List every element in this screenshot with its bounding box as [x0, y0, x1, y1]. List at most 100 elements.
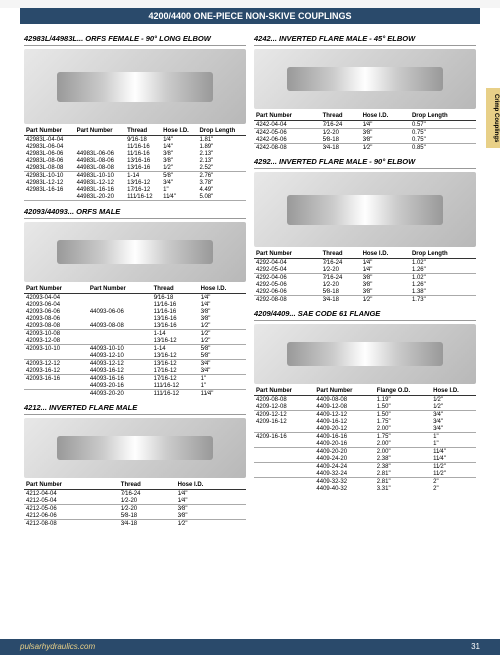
table-row: 42983L-12-1244983L-12-1213⁄16-123⁄4"3.78… [24, 179, 246, 186]
table-cell: 13⁄16-12 [152, 360, 199, 368]
table-row: 4292-05-041⁄2-201⁄4"1.26" [254, 266, 476, 274]
section: 42983L/44983L... ORFS FEMALE - 90° LONG … [24, 32, 246, 201]
table-cell: 1-14 [152, 345, 199, 353]
section: 4209/4409... SAE CODE 61 FLANGEPart Numb… [254, 307, 476, 492]
table-cell: 1⁄4" [199, 301, 246, 308]
table-cell: 1⁄4" [176, 490, 246, 498]
table-cell [254, 440, 314, 448]
table-cell: 111⁄16-12 [152, 390, 199, 398]
table-cell: 17⁄16-12 [152, 367, 199, 375]
table-cell: 42093-06-04 [24, 301, 88, 308]
table-row: 4212-08-083⁄4-181⁄2" [24, 520, 246, 528]
table-cell: 2.13" [197, 157, 246, 164]
table-cell: 7⁄16-24 [321, 259, 361, 267]
table-row: 4212-05-061⁄2-203⁄8" [24, 505, 246, 513]
table-cell: 2.13" [197, 150, 246, 157]
table-row: 4242-04-047⁄16-241⁄4"0.57" [254, 121, 476, 129]
table-cell: 2.38" [375, 455, 431, 463]
table-cell: 44093-16-12 [88, 367, 152, 375]
table-row: 4212-05-041⁄2-201⁄4" [24, 497, 246, 505]
table-cell: 0.75" [410, 136, 476, 144]
table-cell: 3⁄4" [199, 367, 246, 375]
table-cell: 3⁄8" [199, 315, 246, 322]
table-cell: 11⁄4" [431, 448, 476, 456]
table-row: 4209-12-084409-12-081.50"1⁄2" [254, 403, 476, 411]
footer-page-number: 31 [471, 642, 480, 652]
table-header: Thread [152, 285, 199, 294]
table-cell: 1" [199, 375, 246, 383]
table-cell: 1⁄2" [199, 330, 246, 338]
table-cell: 44983L-06-06 [75, 150, 126, 157]
table-cell: 4409-20-12 [314, 425, 374, 433]
table-cell: 2.81" [375, 478, 431, 486]
table-cell: 3⁄4-18 [321, 144, 361, 152]
table-cell [254, 463, 314, 471]
table-header: Part Number [24, 127, 75, 136]
table-header: Hose I.D. [161, 127, 197, 136]
table-header: Part Number [24, 285, 88, 294]
table-cell: 4212-08-08 [24, 520, 119, 528]
table-cell: 4209-12-12 [254, 411, 314, 419]
table-cell: 4292-05-04 [254, 266, 321, 274]
table-row: 42093-08-0613⁄16-163⁄8" [24, 315, 246, 322]
table-cell: 11⁄16-16 [152, 308, 199, 315]
table-cell: 2.52" [197, 164, 246, 172]
table-cell: 3⁄8" [161, 157, 197, 164]
product-image [24, 222, 246, 282]
page-header: 4200/4400 ONE-PIECE NON-SKIVE COUPLINGS [20, 8, 480, 24]
table-cell: 11⁄16-16 [125, 150, 161, 157]
table-cell: 3⁄4-18 [119, 520, 176, 528]
section: 4292... INVERTED FLARE MALE - 90° ELBOWP… [254, 155, 476, 303]
page-footer: pulsarhydraulics.com 31 [0, 639, 500, 655]
table-cell: 13⁄16-16 [125, 157, 161, 164]
table-row: 4212-06-065⁄8-183⁄8" [24, 512, 246, 520]
table-cell: 3⁄8" [176, 512, 246, 520]
table-cell: 4409-08-08 [314, 396, 374, 404]
table-cell [88, 337, 152, 345]
table-row: 4409-32-322.81"2" [254, 478, 476, 486]
table-cell [75, 143, 126, 150]
section-title: 42093/44093... ORFS MALE [24, 205, 246, 219]
table-cell: 44983L-10-10 [75, 172, 126, 180]
table-cell: 42093-06-06 [24, 308, 88, 315]
table-cell: 44093-08-08 [88, 322, 152, 330]
table-cell: 13⁄16-12 [125, 179, 161, 186]
table-row: 4409-20-202.00"11⁄4" [254, 448, 476, 456]
table-row: 42093-06-0411⁄16-161⁄4" [24, 301, 246, 308]
table-header: Part Number [254, 250, 321, 259]
table-cell: 4242-08-08 [254, 144, 321, 152]
table-cell: 11⁄4" [199, 390, 246, 398]
table-cell: 1.19" [375, 396, 431, 404]
content-area: 42983L/44983L... ORFS FEMALE - 90° LONG … [0, 28, 500, 527]
table-cell: 4409-12-08 [314, 403, 374, 411]
table-cell: 4409-16-16 [314, 433, 374, 441]
table-cell: 0.85" [410, 144, 476, 152]
table-row: 42983L-06-0644983L-06-0611⁄16-163⁄8"2.13… [24, 150, 246, 157]
table-row: 4209-16-164409-16-161.75"1" [254, 433, 476, 441]
table-cell: 1⁄2" [361, 296, 410, 304]
table-cell: 44093-10-10 [88, 345, 152, 353]
table-cell: 1.75" [375, 418, 431, 425]
table-header: Part Number [254, 387, 314, 396]
table-cell: 3⁄8" [161, 150, 197, 157]
table-row: 42983L-04-049⁄16-181⁄4"1.81" [24, 136, 246, 144]
table-header: Part Number [314, 387, 374, 396]
table-cell: 3⁄4" [161, 179, 197, 186]
table-cell [24, 390, 88, 398]
table-header: Thread [321, 250, 361, 259]
table-cell [24, 382, 88, 390]
table-cell [254, 470, 314, 478]
table-cell: 44093-16-16 [88, 375, 152, 383]
table-cell [24, 193, 75, 201]
table-header: Hose I.D. [199, 285, 246, 294]
table-row: 4409-32-242.81"11⁄2" [254, 470, 476, 478]
table-cell: 44093-06-06 [88, 308, 152, 315]
table-cell: 11⁄2" [431, 470, 476, 478]
table-cell: 42983L-08-08 [24, 164, 75, 172]
table-cell: 5⁄8" [199, 352, 246, 360]
table-row: 44093-20-16111⁄16-121" [24, 382, 246, 390]
table-cell: 44093-12-12 [88, 360, 152, 368]
table-cell: 4409-32-24 [314, 470, 374, 478]
side-tab: Crimp Couplings [486, 88, 500, 148]
table-row: 42093-16-1644093-16-1617⁄16-121" [24, 375, 246, 383]
